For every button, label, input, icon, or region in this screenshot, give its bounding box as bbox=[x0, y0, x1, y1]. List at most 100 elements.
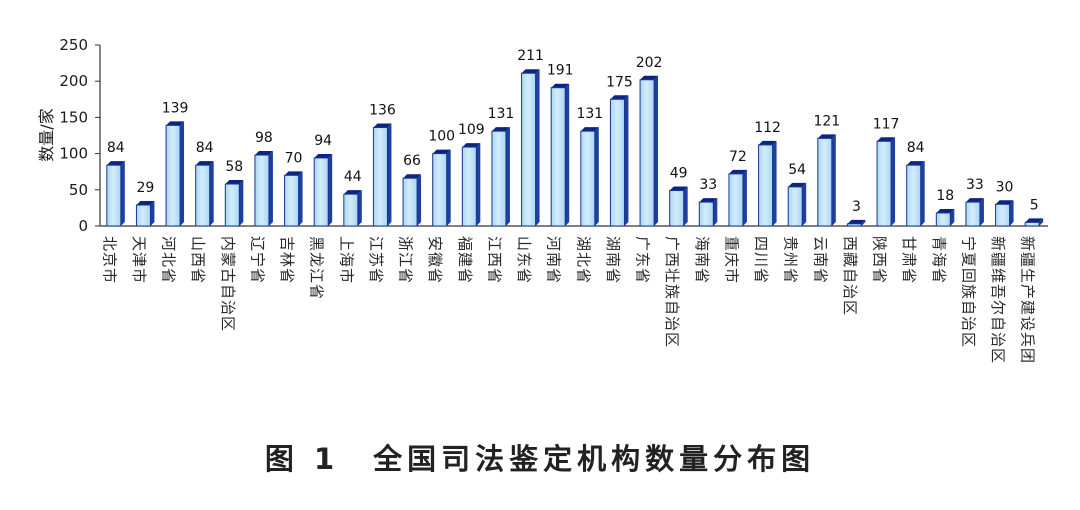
category-label: 浙江省 bbox=[397, 236, 415, 284]
data-label: 44 bbox=[344, 169, 362, 185]
category-label: 辽宁省 bbox=[248, 236, 266, 284]
data-label: 100 bbox=[428, 129, 455, 145]
bar bbox=[521, 69, 540, 227]
category-label: 新疆生产建设兵团 bbox=[1019, 236, 1037, 364]
bar bbox=[965, 198, 984, 227]
bar bbox=[846, 219, 866, 227]
bar bbox=[639, 75, 659, 227]
data-label: 211 bbox=[517, 48, 544, 64]
x-axis-category-labels: 北京市 天津市 河北省 山西省 内蒙古自治区 辽宁省 吉林省 黑龙江省 上海市 江苏省 浙江省 安徽省… bbox=[100, 236, 1036, 364]
y-tick-label: 250 bbox=[59, 36, 88, 54]
data-label: 94 bbox=[314, 133, 332, 149]
category-label: 吉林省 bbox=[278, 236, 296, 284]
data-label: 98 bbox=[255, 130, 273, 146]
y-tick-label: 0 bbox=[78, 217, 88, 235]
category-label: 广西壮族自治区 bbox=[663, 236, 681, 348]
bar bbox=[254, 151, 273, 227]
data-label: 49 bbox=[670, 166, 688, 182]
category-label: 湖北省 bbox=[574, 236, 592, 284]
data-label: 33 bbox=[699, 177, 717, 193]
bar bbox=[787, 182, 807, 227]
bar bbox=[935, 208, 955, 227]
data-label: 29 bbox=[137, 180, 155, 196]
data-label: 191 bbox=[547, 63, 574, 79]
category-label: 河南省 bbox=[545, 236, 563, 284]
data-label: 175 bbox=[606, 74, 633, 90]
bar bbox=[284, 171, 303, 227]
category-label: 海南省 bbox=[693, 236, 711, 284]
bar bbox=[224, 180, 244, 227]
category-label: 北京市 bbox=[100, 236, 118, 284]
data-label: 33 bbox=[966, 177, 984, 193]
bar bbox=[876, 137, 896, 227]
data-label: 139 bbox=[162, 100, 189, 116]
category-label: 陕西省 bbox=[871, 236, 889, 284]
bar bbox=[106, 161, 125, 227]
y-axis-ticks: 0 50 100 150 200 250 bbox=[59, 36, 100, 235]
category-label: 江西省 bbox=[485, 236, 503, 284]
data-label: 84 bbox=[107, 140, 125, 156]
data-label: 136 bbox=[369, 103, 396, 119]
data-label: 5 bbox=[1030, 197, 1039, 213]
category-label: 青海省 bbox=[930, 236, 948, 284]
bar bbox=[135, 201, 155, 227]
data-label: 84 bbox=[196, 140, 214, 156]
bar bbox=[995, 200, 1014, 227]
bar bbox=[550, 83, 570, 227]
category-label: 湖南省 bbox=[604, 236, 622, 284]
data-label: 54 bbox=[788, 162, 806, 178]
bar bbox=[728, 169, 747, 227]
category-label: 贵州省 bbox=[782, 236, 800, 284]
data-label: 84 bbox=[907, 140, 925, 156]
bar bbox=[461, 143, 481, 227]
bar bbox=[402, 174, 422, 227]
category-label: 上海市 bbox=[337, 236, 355, 284]
category-label: 安徽省 bbox=[426, 236, 444, 284]
data-label: 109 bbox=[458, 122, 485, 138]
data-label: 30 bbox=[996, 179, 1014, 195]
bar bbox=[669, 186, 688, 227]
bar bbox=[698, 198, 718, 227]
category-label: 江苏省 bbox=[367, 236, 385, 284]
bar bbox=[165, 121, 185, 227]
category-label: 山西省 bbox=[189, 236, 207, 284]
category-label: 西藏自治区 bbox=[841, 236, 859, 316]
data-label: 58 bbox=[225, 159, 243, 175]
bar bbox=[609, 95, 629, 227]
bar bbox=[758, 140, 777, 227]
bar bbox=[906, 161, 925, 227]
y-axis-title: 数量/家 bbox=[37, 108, 56, 161]
data-label: 121 bbox=[813, 113, 840, 129]
category-label: 四川省 bbox=[752, 236, 770, 284]
bar bbox=[313, 153, 333, 227]
category-label: 天津市 bbox=[130, 236, 148, 284]
y-tick-label: 200 bbox=[59, 72, 88, 90]
data-label: 202 bbox=[636, 55, 663, 71]
data-label: 131 bbox=[488, 106, 515, 122]
category-label: 内蒙古自治区 bbox=[219, 236, 237, 332]
y-tick-label: 100 bbox=[59, 145, 88, 163]
bar bbox=[343, 190, 362, 227]
data-label: 117 bbox=[873, 116, 900, 132]
category-label: 宁夏回族自治区 bbox=[959, 236, 977, 348]
category-label: 福建省 bbox=[456, 236, 474, 284]
bar bbox=[432, 149, 451, 227]
data-label: 72 bbox=[729, 149, 747, 165]
bars bbox=[106, 69, 1044, 227]
bar bbox=[372, 123, 392, 227]
data-label: 112 bbox=[754, 120, 781, 136]
bar bbox=[1024, 218, 1044, 227]
category-label: 甘肃省 bbox=[900, 236, 918, 284]
data-label: 3 bbox=[852, 199, 861, 215]
bar bbox=[580, 127, 599, 227]
bar bbox=[491, 127, 510, 227]
data-label: 131 bbox=[576, 106, 603, 122]
category-label: 黑龙江省 bbox=[308, 236, 326, 300]
data-label: 70 bbox=[285, 150, 303, 166]
category-label: 山东省 bbox=[515, 236, 533, 284]
category-label: 重庆市 bbox=[722, 236, 740, 284]
figure-caption: 图 1 全国司法鉴定机构数量分布图 bbox=[264, 442, 816, 476]
bar bbox=[817, 134, 836, 227]
y-tick-label: 150 bbox=[59, 108, 88, 126]
